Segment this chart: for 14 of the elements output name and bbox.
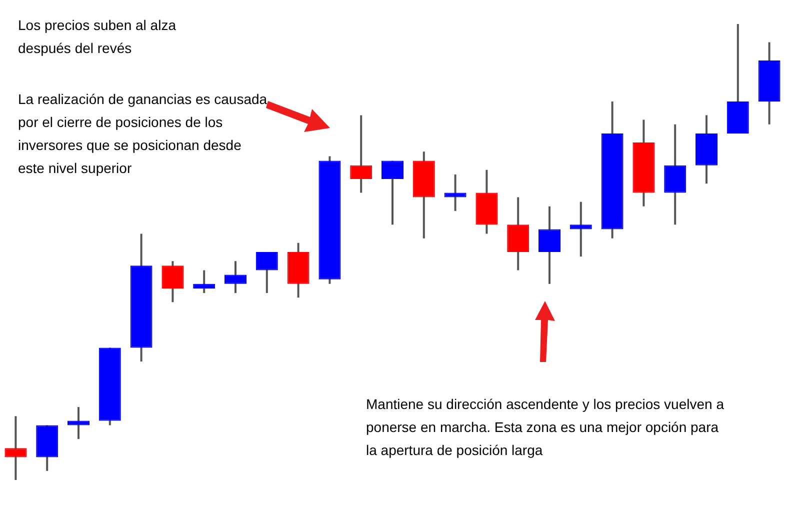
- candlestick: [256, 251, 278, 294]
- candlestick: [193, 269, 216, 294]
- annotation: La realización de ganancias es causada por el cierre de posiciones de los inversores que se posicionan desde este nivel superior: [18, 90, 268, 178]
- annotation: Mantiene su dirección ascendente y los precios vuelven a ponerse en marcha. Esta zona es una mejor opción para la apertura de posición larga: [366, 395, 725, 460]
- candlestick: [382, 160, 404, 226]
- candlestick: [444, 173, 466, 212]
- annotation: Los precios suben al alza después del revés: [18, 16, 177, 58]
- candlestick: [538, 205, 560, 285]
- candlestick: [570, 200, 592, 258]
- candlestick: [162, 260, 184, 304]
- candlestick: [224, 260, 246, 294]
- candlestick: [68, 406, 90, 440]
- candlestick: [350, 114, 372, 194]
- candlestick: [4, 415, 27, 481]
